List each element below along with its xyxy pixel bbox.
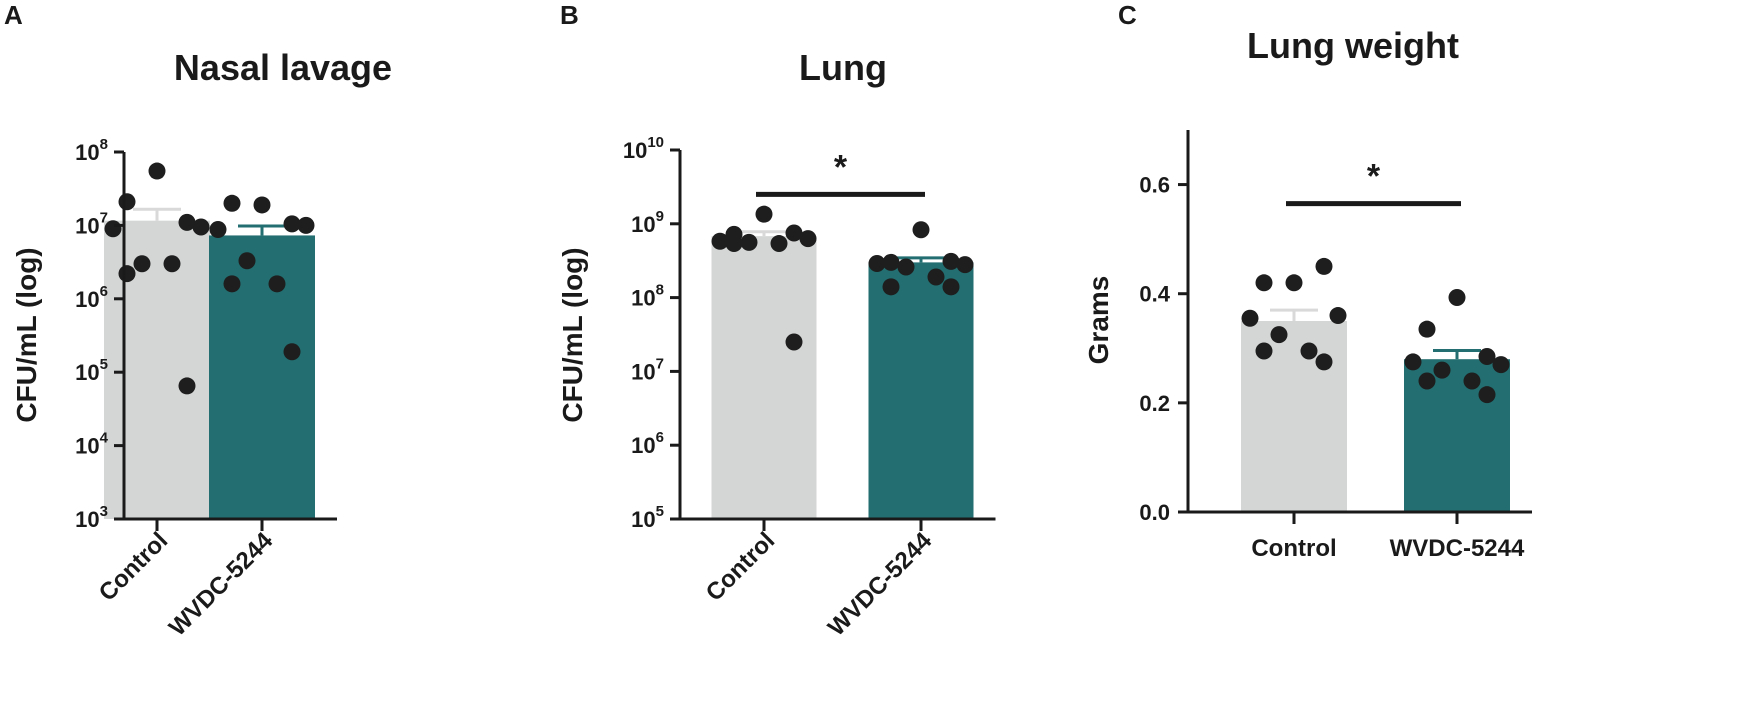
bar-control: [104, 220, 210, 520]
bar-treated: [209, 235, 315, 519]
y-axis-label: CFU/mL (log): [557, 247, 588, 422]
data-point: [268, 275, 286, 293]
data-point: [1448, 289, 1466, 307]
x-tick-label: WVDC-5244: [823, 527, 938, 642]
data-point: [725, 235, 743, 253]
y-tick-label: 106: [631, 429, 664, 458]
data-point: [1478, 347, 1496, 365]
y-tick-label: 0.6: [1139, 173, 1170, 198]
data-point: [868, 254, 886, 272]
chart-title: Lung weight: [1247, 25, 1459, 66]
data-point: [927, 268, 945, 286]
data-point: [223, 275, 241, 293]
x-tick-label: Control: [701, 527, 780, 606]
data-point: [1329, 307, 1347, 325]
y-tick-label: 108: [631, 282, 664, 311]
data-point: [1315, 257, 1333, 275]
data-point: [1255, 274, 1273, 292]
data-point: [178, 213, 196, 231]
data-point: [897, 258, 915, 276]
data-point: [283, 215, 301, 233]
data-point: [942, 252, 960, 270]
chart-title: Lung: [799, 47, 887, 88]
data-point: [799, 230, 817, 248]
panel-b: B Lung CFU/mL (log) 105 106 107 108 109 1010 Cont…: [557, 0, 996, 642]
data-point: [253, 196, 271, 214]
data-point: [163, 255, 181, 273]
bar-treated: [868, 262, 974, 519]
data-point: [1463, 372, 1481, 390]
data-point: [1418, 372, 1436, 390]
data-point: [1300, 342, 1318, 360]
data-point: [770, 235, 788, 253]
y-tick-label: 105: [631, 503, 664, 532]
data-point: [755, 205, 773, 223]
data-point: [1285, 274, 1303, 292]
x-tick-label: Control: [94, 527, 173, 606]
y-tick-label: 106: [75, 283, 108, 312]
y-tick-label: 103: [75, 503, 108, 532]
data-point: [283, 343, 301, 361]
chart-title: Nasal lavage: [174, 47, 392, 88]
data-point: [1433, 361, 1451, 379]
panel-a: A Nasal lavage CFU/mL (log) 103 104 105 106 107…: [4, 0, 392, 642]
y-tick-label: 1010: [623, 134, 664, 163]
data-point: [1478, 386, 1496, 404]
y-tick-label: 0.4: [1139, 282, 1170, 307]
y-tick-label: 105: [75, 356, 108, 385]
data-point: [882, 278, 900, 296]
y-tick-label: 104: [75, 430, 108, 459]
y-axis-label: CFU/mL (log): [11, 247, 42, 422]
data-point: [223, 194, 241, 212]
data-point: [118, 193, 136, 211]
data-point: [1270, 326, 1288, 344]
data-point: [956, 256, 974, 274]
data-point: [178, 377, 196, 395]
data-point: [1492, 356, 1510, 374]
data-point: [1404, 353, 1422, 371]
data-point: [1315, 353, 1333, 371]
panel-letter: C: [1118, 0, 1137, 30]
data-point: [1241, 309, 1259, 327]
y-tick-label: 0.2: [1139, 391, 1170, 416]
panel-c: C Lung weight Grams 0.0 0.2 0.4 0.6 Control WVDC…: [1083, 0, 1532, 562]
data-point: [192, 218, 210, 236]
data-point: [785, 333, 803, 351]
significance-label: *: [834, 148, 848, 186]
significance-label: *: [1367, 158, 1381, 196]
data-point: [1255, 342, 1273, 360]
data-point: [711, 232, 729, 250]
data-point: [297, 216, 315, 234]
data-point: [942, 278, 960, 296]
y-tick-label: 0.0: [1139, 500, 1170, 525]
data-point: [1418, 320, 1436, 338]
data-point: [882, 253, 900, 271]
panel-letter: A: [4, 0, 23, 30]
data-point: [740, 233, 758, 251]
y-axis-label: Grams: [1083, 276, 1114, 365]
x-tick-label: WVDC-5244: [1390, 535, 1525, 562]
data-point: [912, 221, 930, 239]
data-point: [118, 265, 136, 283]
x-tick-label: WVDC-5244: [164, 527, 279, 642]
panel-letter: B: [560, 0, 579, 30]
data-point: [209, 220, 227, 238]
data-point: [785, 224, 803, 242]
x-tick-label: Control: [1251, 535, 1336, 562]
data-point: [238, 252, 256, 270]
y-tick-label: 108: [75, 136, 108, 165]
data-point: [133, 255, 151, 273]
data-point: [148, 162, 166, 180]
y-tick-label: 109: [631, 208, 664, 237]
bar-control: [711, 236, 817, 520]
y-tick-label: 107: [75, 209, 108, 238]
y-tick-label: 107: [631, 355, 664, 384]
